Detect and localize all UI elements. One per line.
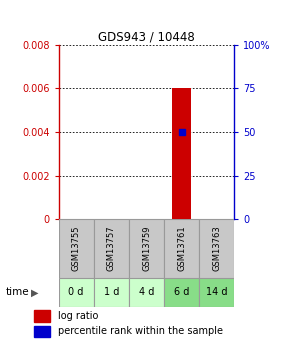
Bar — [59, 278, 94, 307]
Bar — [94, 219, 129, 278]
Text: percentile rank within the sample: percentile rank within the sample — [58, 326, 223, 336]
Bar — [94, 278, 129, 307]
Text: GSM13755: GSM13755 — [72, 226, 81, 271]
Bar — [164, 219, 199, 278]
Bar — [199, 278, 234, 307]
Text: ▶: ▶ — [31, 287, 39, 297]
Text: GSM13763: GSM13763 — [212, 226, 221, 271]
Text: log ratio: log ratio — [58, 311, 98, 321]
Bar — [172, 88, 191, 219]
Text: 1 d: 1 d — [104, 287, 119, 297]
Bar — [129, 278, 164, 307]
Title: GDS943 / 10448: GDS943 / 10448 — [98, 31, 195, 44]
Bar — [35, 326, 50, 337]
Bar — [164, 278, 199, 307]
Bar — [35, 310, 50, 322]
Bar — [199, 219, 234, 278]
Text: time: time — [6, 287, 30, 297]
Text: 6 d: 6 d — [174, 287, 189, 297]
Bar — [59, 219, 94, 278]
Text: GSM13761: GSM13761 — [177, 226, 186, 271]
Text: GSM13757: GSM13757 — [107, 226, 116, 271]
Text: 0 d: 0 d — [69, 287, 84, 297]
Text: 14 d: 14 d — [206, 287, 228, 297]
Bar — [129, 219, 164, 278]
Text: 4 d: 4 d — [139, 287, 154, 297]
Text: GSM13759: GSM13759 — [142, 226, 151, 271]
